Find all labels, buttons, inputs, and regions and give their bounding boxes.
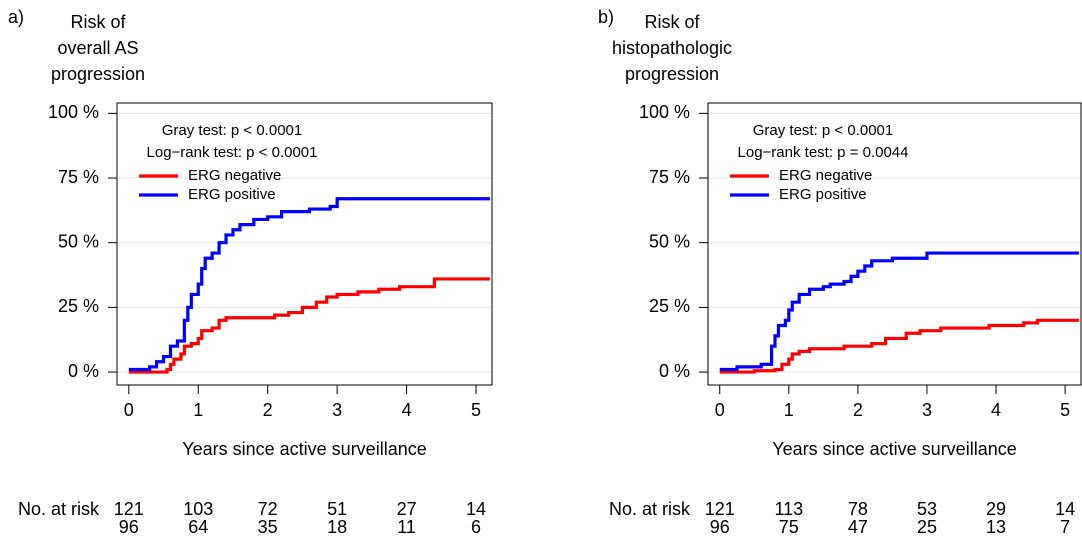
risk-table-label: No. at risk xyxy=(18,499,100,519)
risk-count: 13 xyxy=(986,517,1006,537)
panel-label: a) xyxy=(8,7,24,27)
y-tick-label: 75 % xyxy=(58,167,99,187)
km-curve xyxy=(128,277,490,374)
y-tick-label: 100 % xyxy=(639,102,690,122)
x-tick-label: 5 xyxy=(1060,400,1070,420)
x-tick-label: 1 xyxy=(784,400,794,420)
legend-label: ERG positive xyxy=(188,186,276,203)
annotation: Log−rank test: p < 0.0001 xyxy=(147,144,318,161)
risk-count: 78 xyxy=(848,499,868,519)
risk-count: 121 xyxy=(705,499,735,519)
y-tick-label: 0 % xyxy=(68,361,99,381)
risk-count: 7 xyxy=(1060,517,1070,537)
annotation: Gray test: p < 0.0001 xyxy=(753,122,894,139)
risk-count: 96 xyxy=(710,517,730,537)
chart-title: histopathologic xyxy=(612,38,732,58)
x-axis-title: Years since active surveillance xyxy=(772,439,1016,459)
chart-title: overall AS xyxy=(57,38,138,58)
y-tick-label: 0 % xyxy=(659,361,690,381)
km-curve xyxy=(128,197,490,372)
risk-count: 25 xyxy=(917,517,937,537)
risk-count: 47 xyxy=(848,517,868,537)
legend-label: ERG negative xyxy=(779,167,872,184)
risk-count: 96 xyxy=(119,517,139,537)
risk-count: 64 xyxy=(188,517,208,537)
y-tick-label: 100 % xyxy=(48,102,99,122)
x-tick-label: 1 xyxy=(193,400,203,420)
risk-count: 121 xyxy=(114,499,144,519)
x-tick-label: 2 xyxy=(853,400,863,420)
risk-count: 18 xyxy=(327,517,347,537)
x-tick-label: 3 xyxy=(922,400,932,420)
chart-title: Risk of xyxy=(644,12,700,32)
x-tick-label: 4 xyxy=(402,400,412,420)
risk-count: 14 xyxy=(1055,499,1075,519)
legend-label: ERG negative xyxy=(188,167,281,184)
risk-count: 75 xyxy=(779,517,799,537)
x-tick-label: 0 xyxy=(715,400,725,420)
annotation: Log−rank test: p = 0.0044 xyxy=(738,144,909,161)
y-tick-label: 75 % xyxy=(649,167,690,187)
risk-count: 53 xyxy=(917,499,937,519)
risk-count: 72 xyxy=(258,499,278,519)
y-tick-label: 50 % xyxy=(58,231,99,251)
risk-count: 11 xyxy=(397,517,416,537)
risk-count: 51 xyxy=(327,499,347,519)
risk-count: 29 xyxy=(986,499,1006,519)
panel-label: b) xyxy=(598,7,614,27)
x-tick-label: 0 xyxy=(124,400,134,420)
risk-count: 14 xyxy=(466,499,486,519)
x-tick-label: 5 xyxy=(471,400,481,420)
annotation: Gray test: p < 0.0001 xyxy=(162,122,303,139)
x-tick-label: 3 xyxy=(332,400,342,420)
x-axis-title: Years since active surveillance xyxy=(182,439,426,459)
risk-count: 27 xyxy=(397,499,417,519)
risk-count: 6 xyxy=(471,517,481,537)
legend-label: ERG positive xyxy=(779,186,867,203)
x-tick-label: 4 xyxy=(991,400,1001,420)
km-curve xyxy=(719,251,1079,372)
km-curve xyxy=(719,318,1079,374)
y-tick-label: 50 % xyxy=(649,231,690,251)
y-tick-label: 25 % xyxy=(58,296,99,316)
chart-title: Risk of xyxy=(70,12,126,32)
risk-count: 103 xyxy=(183,499,213,519)
risk-count: 35 xyxy=(258,517,278,537)
y-tick-label: 25 % xyxy=(649,296,690,316)
risk-table-label: No. at risk xyxy=(609,499,691,519)
chart-title: progression xyxy=(51,64,145,84)
chart-title: progression xyxy=(625,64,719,84)
risk-count: 113 xyxy=(774,499,803,519)
plot-frame xyxy=(116,102,493,386)
x-tick-label: 2 xyxy=(263,400,273,420)
plot-frame xyxy=(707,102,1082,386)
